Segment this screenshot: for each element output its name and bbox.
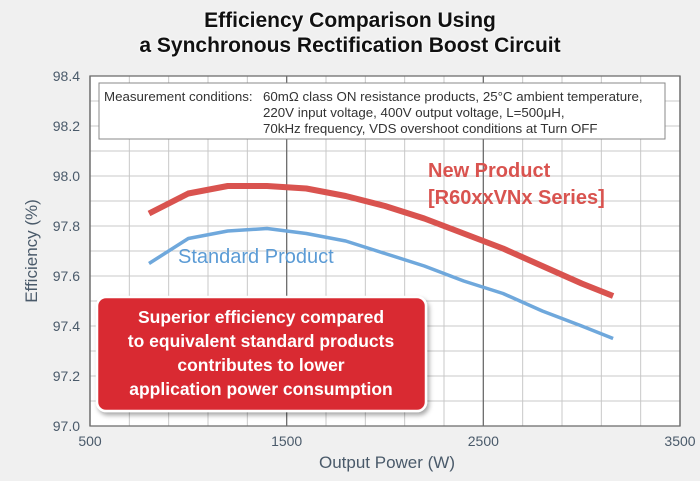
y-tick-label: 97.8 xyxy=(53,218,80,234)
series-line-standard-product xyxy=(148,226,614,341)
y-tick-label: 98.4 xyxy=(53,68,80,84)
series-line-new-product xyxy=(147,183,615,299)
conditions-line-3: 70kHz frequency, VDS overshoot condition… xyxy=(263,121,598,136)
y-axis-label: Efficiency (%) xyxy=(22,199,41,303)
tick-labels: 500 1500 2500 3500 97.0 97.2 97.4 97.6 97.8 98.0 9… xyxy=(53,68,696,449)
y-tick-label: 97.6 xyxy=(53,268,80,284)
chart-title: Efficiency Comparison Using a Synchronou… xyxy=(0,8,700,58)
x-axis-label: Output Power (W) xyxy=(319,453,455,472)
y-tick-label: 98.2 xyxy=(53,118,80,134)
conditions-label: Measurement conditions: xyxy=(104,89,253,104)
callout-box: Superior efficiency compared to equivale… xyxy=(95,295,428,413)
chart-title-line-2: a Synchronous Rectification Boost Circui… xyxy=(139,34,561,57)
x-tick-label: 500 xyxy=(78,433,102,449)
conditions-line-1: 60mΩ class ON resistance products, 25°C … xyxy=(263,89,643,104)
chart-title-line-1: Efficiency Comparison Using xyxy=(204,9,496,32)
callout-line-3: contributes to lower xyxy=(177,355,344,375)
conditions-box-frame xyxy=(98,82,666,140)
x-tick-label: 1500 xyxy=(271,433,302,449)
callout-box-frame xyxy=(95,295,428,413)
y-tick-label: 97.2 xyxy=(53,368,80,384)
y-tick-label: 97.0 xyxy=(53,418,80,434)
plot-border xyxy=(89,75,681,427)
callout-line-2: to equivalent standard products xyxy=(128,331,395,351)
new-product-label-line-2: [R60xxVNx Series] xyxy=(428,187,605,209)
conditions-box: Measurement conditions: 60mΩ class ON re… xyxy=(98,82,666,140)
new-product-label: New Product [R60xxVNx Series] xyxy=(428,160,605,209)
callout-line-4: application power consumption xyxy=(129,379,392,399)
x-tick-label: 2500 xyxy=(468,433,499,449)
callout-line-1: Superior efficiency compared xyxy=(138,307,384,327)
series-lines xyxy=(147,183,615,341)
y-tick-label: 97.4 xyxy=(53,318,80,334)
standard-product-label: Standard Product xyxy=(178,246,334,268)
y-tick-label: 98.0 xyxy=(53,168,80,184)
x-tick-label: 3500 xyxy=(664,433,695,449)
conditions-line-2: 220V input voltage, 400V output voltage,… xyxy=(263,105,565,120)
new-product-label-line-1: New Product xyxy=(428,160,551,182)
